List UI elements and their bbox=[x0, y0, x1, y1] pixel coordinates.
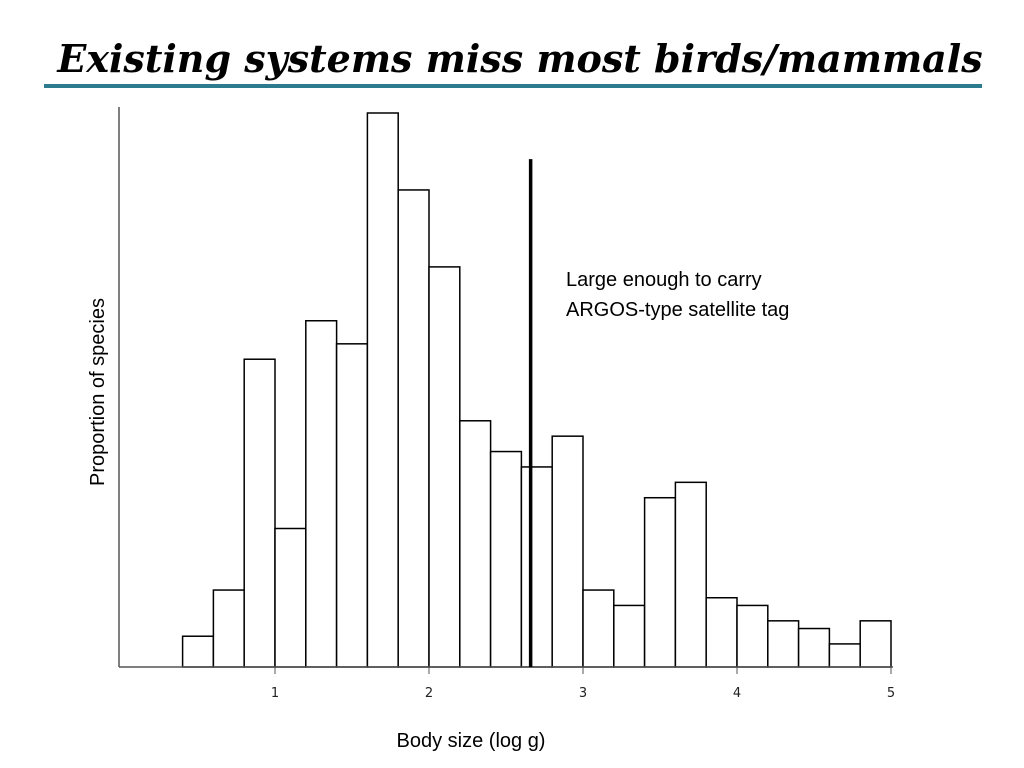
histogram-bar bbox=[459, 420, 492, 668]
histogram-bar bbox=[243, 358, 276, 668]
histogram-bar bbox=[582, 589, 615, 668]
histogram-bar bbox=[489, 450, 523, 668]
histogram-bar bbox=[643, 496, 677, 668]
x-tick-label: 5 bbox=[887, 686, 895, 701]
histogram-bar bbox=[705, 597, 738, 668]
histogram-bar bbox=[335, 343, 369, 668]
histogram-bar bbox=[859, 620, 892, 668]
x-axis-label: Body size (log g) bbox=[397, 730, 546, 752]
annotation-line-2: ARGOS-type satellite tag bbox=[566, 299, 789, 321]
histogram-bar bbox=[736, 604, 769, 668]
histogram-bar bbox=[797, 627, 831, 668]
histogram-bar bbox=[674, 481, 707, 668]
histogram-bar bbox=[305, 320, 338, 668]
histogram-bar bbox=[767, 620, 800, 668]
histogram-bar bbox=[613, 604, 646, 668]
histogram-bar bbox=[520, 466, 553, 668]
histogram-bar bbox=[428, 266, 461, 668]
x-ticks-layer: 1 2 3 4 5 bbox=[271, 667, 895, 701]
x-tick-label: 4 bbox=[733, 686, 741, 701]
histogram-bar bbox=[828, 643, 861, 668]
histogram-bar bbox=[551, 435, 584, 668]
histogram-bar bbox=[366, 112, 399, 668]
slide-title: Existing systems miss most birds/mammals bbox=[57, 36, 983, 81]
x-tick-label: 2 bbox=[425, 686, 433, 701]
title-divider bbox=[44, 84, 982, 88]
histogram-bar bbox=[181, 635, 215, 668]
histogram-bar bbox=[397, 189, 430, 668]
histogram-bar bbox=[212, 589, 245, 668]
annotation-line-1: Large enough to carry bbox=[566, 269, 762, 291]
bars-layer bbox=[181, 112, 892, 668]
histogram-bar bbox=[274, 527, 307, 668]
y-axis-label: Proportion of species bbox=[87, 298, 109, 486]
x-tick-label: 1 bbox=[271, 686, 279, 701]
x-tick-label: 3 bbox=[579, 686, 587, 701]
